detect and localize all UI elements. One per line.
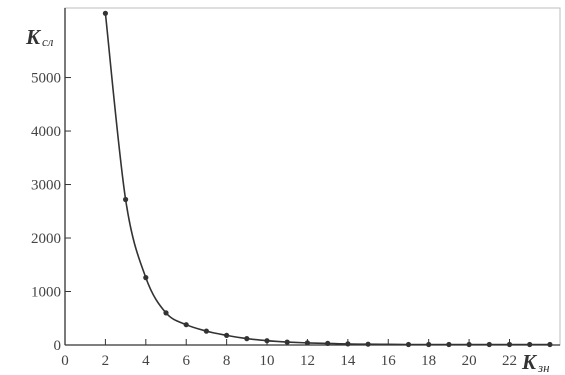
x-tick-label: 20 — [462, 353, 477, 369]
data-point — [284, 339, 290, 345]
data-series — [102, 10, 553, 348]
data-point — [304, 340, 310, 346]
y-tick-label: 3000 — [31, 178, 61, 194]
data-point — [426, 341, 432, 348]
plot-frame — [64, 7, 561, 346]
data-point — [345, 341, 351, 347]
y-tick-label: 4000 — [31, 124, 61, 140]
x-axis-title-sub: зн — [537, 360, 550, 375]
x-tick-label: 2 — [102, 353, 110, 369]
x-tick-label: 22 — [502, 353, 517, 369]
data-point — [163, 310, 169, 316]
data-point — [486, 341, 492, 348]
x-axis-title-main: K — [521, 350, 538, 374]
data-point — [547, 341, 553, 348]
data-point — [203, 328, 209, 334]
y-tick-label: 1000 — [31, 285, 61, 301]
data-point — [506, 341, 513, 348]
data-point — [527, 341, 533, 348]
x-tick-label: 4 — [142, 353, 150, 369]
x-tick-label: 8 — [223, 353, 231, 369]
y-axis-ticks: 0 1000 2000 3000 4000 5000 — [31, 71, 71, 354]
y-axis-title-main: K — [25, 25, 42, 49]
data-point — [244, 336, 250, 342]
data-point — [446, 341, 452, 348]
plot-border — [64, 7, 561, 346]
data-point — [264, 338, 270, 344]
series-line — [104, 13, 550, 346]
x-axis-ticks: 0 2 4 6 8 10 12 14 16 18 20 22 — [61, 339, 517, 369]
data-point — [365, 341, 371, 347]
data-point — [405, 341, 412, 348]
x-tick-label: 16 — [381, 353, 397, 369]
y-tick-label: 0 — [54, 338, 62, 354]
data-point — [224, 332, 230, 338]
data-point — [466, 341, 472, 348]
x-tick-label: 12 — [300, 353, 315, 369]
x-tick-label: 10 — [260, 353, 275, 369]
y-tick-label: 5000 — [31, 71, 61, 87]
x-tick-label: 18 — [421, 353, 436, 369]
data-point — [183, 322, 189, 328]
data-point — [143, 275, 149, 281]
y-axis-title-sub: сл — [42, 34, 54, 49]
y-tick-label: 2000 — [31, 231, 61, 247]
x-tick-label: 14 — [340, 353, 356, 369]
data-point — [123, 196, 129, 203]
x-tick-label: 0 — [61, 353, 69, 369]
data-point — [102, 10, 108, 16]
data-point — [325, 340, 331, 346]
x-tick-label: 6 — [182, 353, 190, 369]
